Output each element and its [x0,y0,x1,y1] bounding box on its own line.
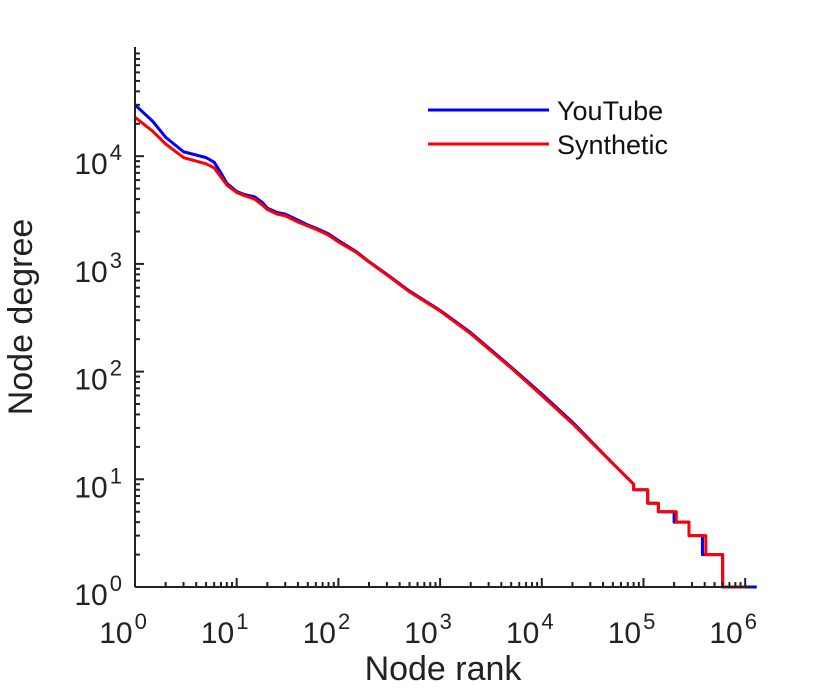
x-tick-label: 101 [201,609,249,650]
x-axis-title: Node rank [365,650,523,688]
tick-labels: 100 101 102 103 104 105 106 100 101 102 103 104 [74,140,757,650]
y-tick-label: 104 [74,140,122,181]
ticks [134,52,747,588]
x-tick-label: 105 [608,609,656,650]
x-tick-label: 100 [99,609,147,650]
legend-label-youtube: YouTube [557,96,663,126]
plot-lines [133,103,757,589]
y-tick-label: 103 [74,248,122,289]
series-line-youtube [133,103,757,589]
series-line-synthetic [134,116,746,589]
y-axis-title: Node degree [2,219,40,416]
y-tick-label: 102 [74,356,122,397]
y-tick-label: 100 [74,571,122,612]
x-tick-label: 102 [303,609,351,650]
x-tick-label: 104 [506,609,554,650]
x-tick-label: 103 [404,609,452,650]
legend-label-synthetic: Synthetic [557,130,668,160]
y-tick-label: 101 [74,463,122,504]
legend: YouTube Synthetic [428,96,668,160]
x-tick-label: 106 [709,609,757,650]
